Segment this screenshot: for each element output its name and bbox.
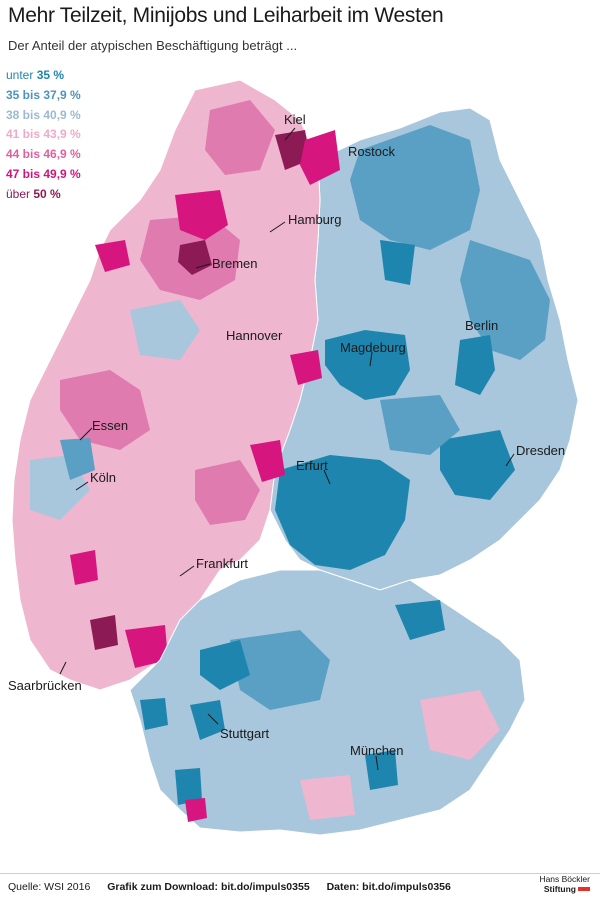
legend-item: über 50 % bbox=[6, 186, 61, 201]
legend-item: 44 bis 46,9 % bbox=[6, 147, 81, 162]
region-south-dark bbox=[200, 640, 250, 690]
city-stuttgart: Stuttgart bbox=[207, 713, 270, 741]
region-west-dark bbox=[205, 100, 275, 175]
footer-divider bbox=[0, 873, 600, 874]
footer-data-link[interactable]: Daten: bit.do/impuls0356 bbox=[326, 881, 451, 893]
region-south bbox=[129, 569, 526, 836]
city-erfurt: Erfurt bbox=[296, 458, 331, 485]
city-rostock: Rostock bbox=[348, 144, 395, 159]
city-muenchen: München bbox=[350, 743, 403, 771]
region-west-blue bbox=[130, 300, 200, 360]
region-saxony bbox=[440, 430, 515, 500]
region-nrw-hotspot bbox=[70, 550, 98, 585]
legend: unter 35 % 35 bis 37,9 % 38 bis 40,9 % 4… bbox=[6, 66, 81, 205]
legend-item: 41 bis 43,9 % bbox=[6, 127, 81, 142]
svg-text:Berlin: Berlin bbox=[465, 318, 498, 333]
svg-text:Kiel: Kiel bbox=[284, 112, 306, 127]
city-magdeburg: Magdeburg bbox=[340, 340, 406, 367]
logo-bar bbox=[578, 887, 590, 892]
region-south-mid bbox=[230, 630, 330, 710]
city-frankfurt: Frankfurt bbox=[179, 556, 248, 577]
region-bremen-hotspot bbox=[175, 190, 228, 240]
region-northwest-hotspot bbox=[95, 240, 130, 272]
city-saarbruecken: Saarbrücken bbox=[8, 661, 82, 693]
region-south-pink bbox=[185, 798, 207, 822]
legend-item: 38 bis 40,9 % bbox=[6, 107, 81, 122]
svg-text:Stuttgart: Stuttgart bbox=[220, 726, 270, 741]
region-bw-west bbox=[140, 698, 168, 730]
legend-item: 47 bis 49,9 % bbox=[6, 166, 81, 181]
region-west-blue bbox=[60, 438, 95, 480]
city-hannover: Hannover bbox=[226, 328, 283, 343]
region-south-dark bbox=[175, 768, 202, 805]
footer: Quelle: WSI 2016 Grafik zum Download: bi… bbox=[8, 881, 465, 893]
city-dresden: Dresden bbox=[505, 443, 565, 467]
region-stuttgart bbox=[190, 700, 225, 740]
region-berlin-area bbox=[455, 335, 495, 395]
region-bavaria-pink bbox=[300, 775, 355, 820]
region-east-mid bbox=[380, 395, 460, 455]
region-hannover-hotspot bbox=[290, 350, 322, 385]
region-west-dark bbox=[195, 460, 260, 525]
region-east-dark bbox=[350, 125, 480, 250]
city-bremen: Bremen bbox=[195, 256, 258, 271]
svg-text:Bremen: Bremen bbox=[212, 256, 258, 271]
svg-text:Essen: Essen bbox=[92, 418, 128, 433]
legend-item: 35 bis 37,9 % bbox=[6, 87, 81, 102]
legend-item: unter 35 % bbox=[6, 68, 65, 82]
svg-text:Rostock: Rostock bbox=[348, 144, 395, 159]
city-kiel: Kiel bbox=[284, 112, 306, 141]
city-hamburg: Hamburg bbox=[269, 212, 341, 233]
svg-text:Magdeburg: Magdeburg bbox=[340, 340, 406, 355]
svg-text:Köln: Köln bbox=[90, 470, 116, 485]
footer-source: Quelle: WSI 2016 bbox=[8, 881, 91, 893]
region-east-blue bbox=[380, 240, 415, 285]
footer-download-link[interactable]: Grafik zum Download: bit.do/impuls0355 bbox=[107, 881, 310, 893]
region-thuringia bbox=[275, 455, 410, 570]
city-berlin: Berlin bbox=[465, 318, 498, 333]
region-bavaria-pink bbox=[420, 690, 500, 760]
city-essen: Essen bbox=[79, 418, 128, 441]
region-west-dark bbox=[60, 370, 150, 450]
map-title: Mehr Teilzeit, Minijobs und Leiharbeit i… bbox=[8, 4, 444, 27]
svg-text:München: München bbox=[350, 743, 403, 758]
svg-text:Hamburg: Hamburg bbox=[288, 212, 341, 227]
city-koeln: Köln bbox=[75, 470, 116, 491]
svg-text:Erfurt: Erfurt bbox=[296, 458, 328, 473]
region-kiel-hotspot bbox=[300, 130, 340, 185]
svg-text:Frankfurt: Frankfurt bbox=[196, 556, 248, 571]
region-magdeburg bbox=[325, 330, 410, 400]
svg-text:Dresden: Dresden bbox=[516, 443, 565, 458]
region-hessen-hotspot bbox=[250, 440, 285, 482]
region-palatinate-hotspot bbox=[125, 625, 168, 668]
region-muenchen bbox=[365, 750, 398, 790]
map-subtitle: Der Anteil der atypischen Beschäftigung … bbox=[8, 38, 298, 53]
region-bavaria-north bbox=[395, 600, 445, 640]
svg-text:Hannover: Hannover bbox=[226, 328, 283, 343]
svg-text:Saarbrücken: Saarbrücken bbox=[8, 678, 82, 693]
region-saar-dark bbox=[90, 615, 118, 650]
region-west bbox=[11, 79, 321, 691]
region-east-dark bbox=[460, 240, 550, 360]
germany-map: Kiel Rostock Hamburg Bremen Hannover Mag… bbox=[8, 79, 579, 836]
hans-boeckler-logo: Hans Böckler Stiftung bbox=[539, 874, 590, 894]
